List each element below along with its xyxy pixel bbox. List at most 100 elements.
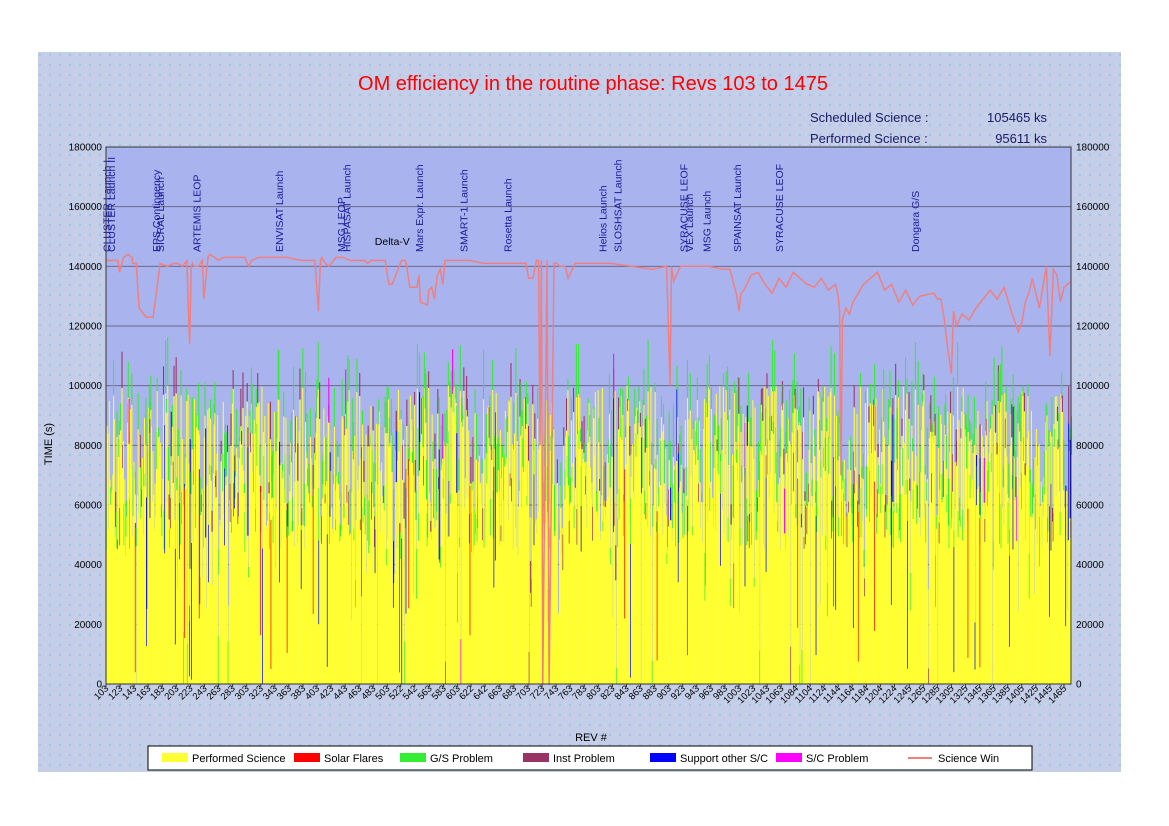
bar-gs-problem (196, 414, 198, 428)
bar-performed-science (363, 481, 365, 684)
bar-inst-problem (793, 452, 795, 492)
bar-performed-science (679, 487, 681, 684)
bar-gs-problem (1071, 416, 1073, 455)
bar-performed-science (966, 468, 968, 684)
bar-performed-science (112, 474, 114, 684)
bar-gs-problem (384, 396, 386, 428)
bar-performed-science (641, 488, 644, 684)
bar-performed-science (207, 524, 210, 684)
bar-performed-science (563, 485, 565, 684)
bar-performed-science (734, 392, 736, 684)
bar-support-other-sc (374, 529, 376, 573)
bar-performed-science (494, 448, 496, 684)
bar-performed-science (942, 499, 944, 684)
bar-performed-science (586, 526, 588, 684)
bar-inst-problem (346, 485, 348, 503)
bar-gs-problem (481, 458, 483, 474)
bar-performed-science (666, 563, 668, 684)
bar-gs-problem (442, 478, 444, 499)
bar-performed-science (491, 459, 493, 684)
bar-performed-science (265, 525, 267, 684)
bar-gs-problem (792, 379, 794, 413)
bar-performed-science (108, 400, 110, 684)
bar-performed-science (917, 404, 919, 684)
bar-performed-science (1037, 446, 1039, 684)
bar-performed-science (200, 515, 202, 684)
bar-performed-science (258, 401, 260, 684)
bar-gs-problem (909, 572, 911, 611)
bar-performed-science (251, 433, 253, 684)
bar-sc-problem (874, 405, 876, 451)
bar-gs-problem (110, 487, 112, 505)
bar-performed-science (671, 541, 673, 684)
bar-gs-problem (494, 436, 496, 449)
bar-performed-science (714, 435, 716, 684)
bar-performed-science (464, 508, 466, 684)
bar-performed-science (811, 495, 813, 684)
bar-gs-problem (945, 394, 947, 435)
bar-performed-science (988, 452, 990, 684)
bar-performed-science (359, 396, 361, 684)
bar-performed-science (673, 465, 675, 684)
bar-gs-problem (459, 345, 461, 391)
bar-gs-problem (647, 339, 649, 392)
bar-performed-science (161, 535, 163, 684)
bar-performed-science (350, 620, 352, 684)
bar-inst-problem (525, 397, 527, 429)
bar-performed-science (763, 387, 765, 684)
bar-performed-science (231, 403, 233, 684)
bar-inst-problem (530, 560, 532, 593)
bar-performed-science (584, 462, 586, 684)
bar-performed-science (664, 503, 666, 684)
bar-performed-science (810, 463, 812, 684)
bar-performed-science (373, 546, 376, 684)
launch-annotation: CLUSTER Launch II (106, 157, 118, 252)
scheduled-value: 105465 ks (987, 110, 1047, 125)
bar-performed-science (435, 527, 437, 684)
bar-inst-problem (858, 474, 860, 505)
bar-gs-problem (652, 505, 654, 527)
bar-support-other-sc (974, 622, 976, 670)
bar-gs-problem (1068, 441, 1070, 452)
bar-inst-problem (831, 500, 833, 539)
bar-performed-science (932, 432, 934, 684)
bar-gs-problem (670, 441, 672, 488)
bar-performed-science (821, 430, 823, 684)
bar-performed-science (688, 419, 690, 684)
bar-performed-science (302, 387, 304, 684)
bar-gs-problem (635, 433, 637, 457)
bar-support-other-sc (405, 488, 407, 614)
bar-performed-science (583, 452, 585, 684)
bar-gs-problem (793, 353, 795, 396)
bar-gs-problem (801, 650, 803, 684)
bar-performed-science (740, 432, 742, 684)
bar-gs-problem (288, 500, 290, 536)
bar-performed-science (735, 442, 737, 684)
bar-gs-problem (685, 467, 687, 496)
bar-performed-science (829, 391, 831, 684)
bar-inst-problem (738, 377, 740, 414)
bar-performed-science (999, 543, 1001, 684)
bar-performed-science (707, 521, 709, 684)
bar-inst-problem (359, 373, 361, 397)
bar-performed-science (509, 486, 511, 684)
bar-performed-science (315, 432, 317, 684)
bar-performed-science (1041, 547, 1043, 684)
bar-performed-science (388, 399, 390, 684)
bar-gs-problem (516, 395, 518, 442)
bar-gs-problem (373, 462, 375, 508)
bar-gs-problem (888, 399, 890, 446)
bar-performed-science (383, 502, 385, 684)
bar-gs-problem (398, 431, 400, 452)
bar-performed-science (721, 450, 723, 684)
bar-performed-science (859, 538, 861, 684)
bar-performed-science (511, 444, 513, 684)
launch-annotation: MSG LEOP (336, 197, 348, 252)
bar-performed-science (954, 462, 956, 684)
bar-performed-science (1019, 487, 1021, 684)
bar-inst-problem (175, 357, 177, 394)
bar-gs-problem (959, 516, 961, 527)
bar-inst-problem (938, 522, 940, 544)
bar-performed-science (203, 437, 205, 684)
bar-performed-science (366, 540, 368, 684)
